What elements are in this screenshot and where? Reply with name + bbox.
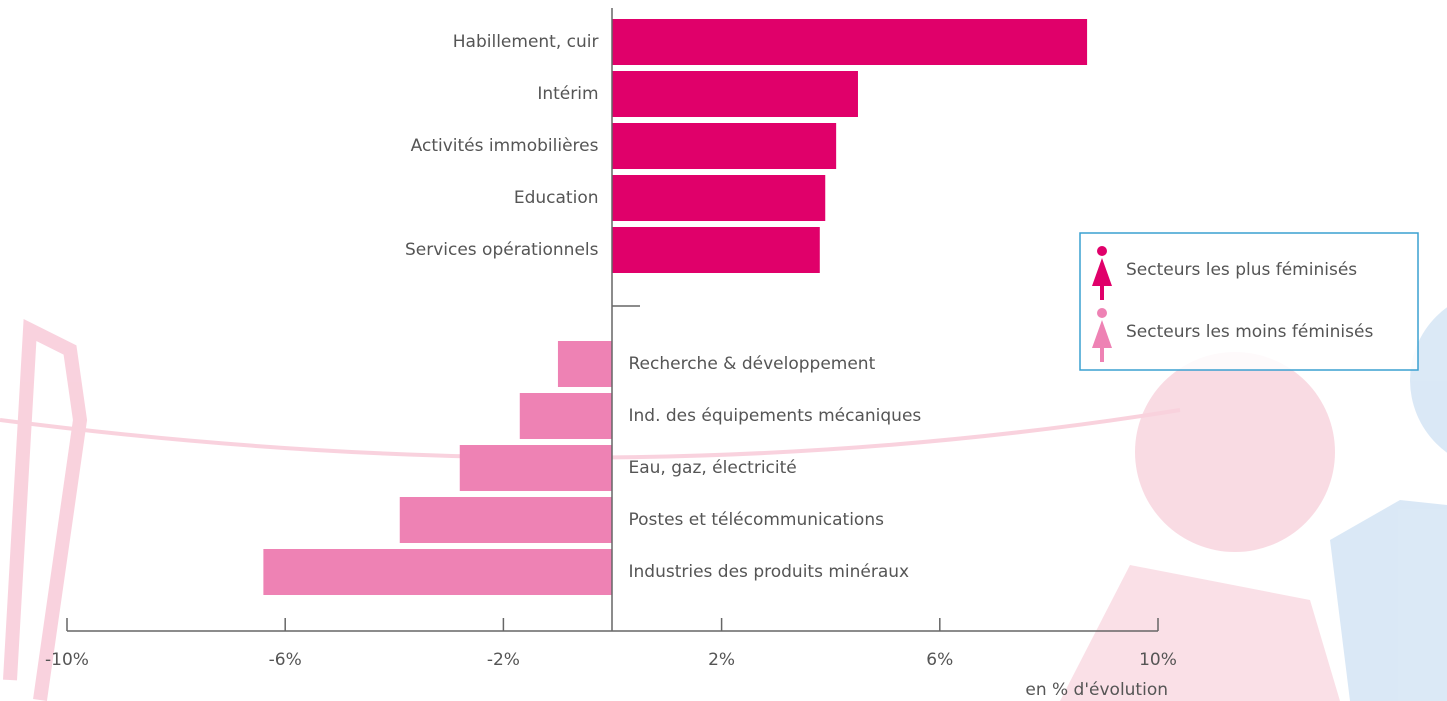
category-label: Education — [514, 188, 599, 208]
category-label: Industries des produits minéraux — [629, 562, 910, 582]
category-label: Habillement, cuir — [453, 32, 599, 52]
category-label: Postes et télécommunications — [629, 510, 885, 530]
legend: Secteurs les plus féminisés Secteurs les… — [1079, 232, 1419, 371]
bar — [612, 71, 858, 117]
bar — [612, 19, 1088, 65]
legend-label: Secteurs les moins féminisés — [1126, 322, 1373, 342]
category-label: Services opérationnels — [405, 240, 599, 260]
bar — [399, 497, 613, 543]
x-tick-label: 10% — [1139, 650, 1177, 670]
background-decoration — [0, 307, 1447, 701]
legend-icon — [1092, 246, 1112, 300]
category-label: Recherche & développement — [629, 354, 876, 374]
category-label: Eau, gaz, électricité — [629, 458, 797, 478]
bar — [612, 123, 837, 169]
category-label: Ind. des équipements mécaniques — [629, 406, 922, 426]
bar — [519, 393, 613, 439]
bar — [459, 445, 613, 491]
x-tick-label: -6% — [269, 650, 302, 670]
bar — [612, 227, 820, 273]
x-tick-label: -10% — [45, 650, 89, 670]
legend-label: Secteurs les plus féminisés — [1126, 260, 1357, 280]
category-label: Activités immobilières — [411, 136, 599, 156]
bar — [263, 549, 613, 595]
x-tick-label: 6% — [926, 650, 953, 670]
x-tick-label: 2% — [708, 650, 735, 670]
bar — [612, 175, 826, 221]
legend-box — [1079, 232, 1419, 371]
x-axis-title: en % d'évolution — [1025, 680, 1168, 700]
legend-icon — [1092, 308, 1112, 362]
category-label: Intérim — [537, 84, 598, 104]
x-tick-label: -2% — [487, 650, 520, 670]
bar — [557, 341, 613, 387]
